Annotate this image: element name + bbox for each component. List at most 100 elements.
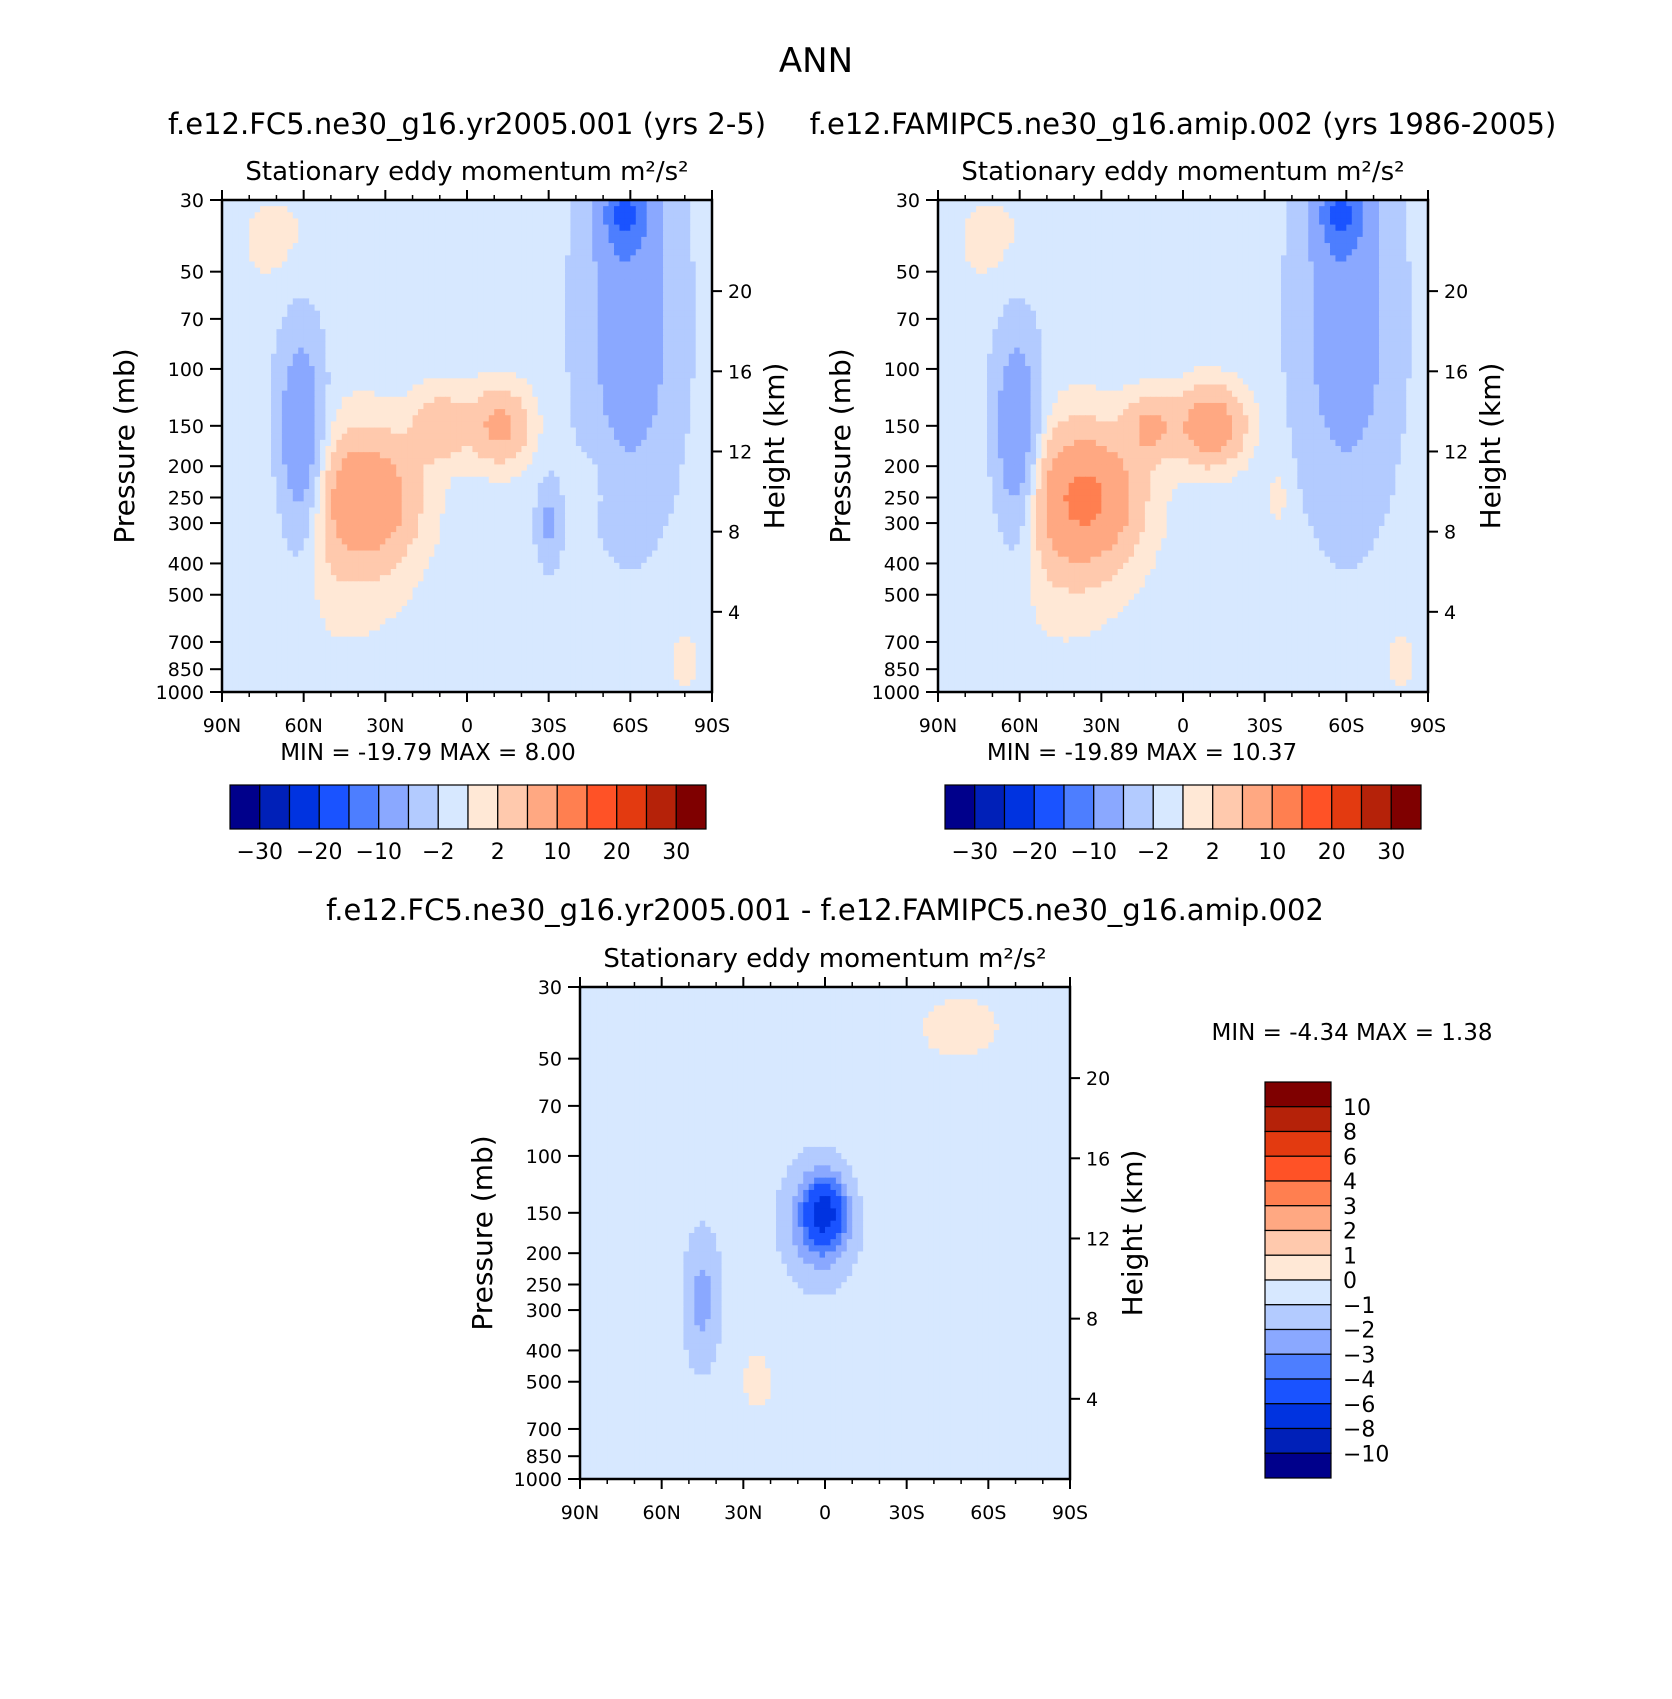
field-cell xyxy=(451,501,457,508)
field-cell xyxy=(347,520,353,527)
field-cell xyxy=(402,409,408,416)
field-cell xyxy=(249,477,255,484)
field-cell xyxy=(434,526,440,533)
field-cell xyxy=(581,237,587,244)
field-cell xyxy=(647,428,653,435)
field-cell xyxy=(478,255,484,262)
field-cell xyxy=(609,458,615,465)
field-cell xyxy=(358,532,364,539)
field-cell xyxy=(630,508,636,515)
field-cell xyxy=(434,212,440,219)
field-cell xyxy=(413,434,419,441)
field-cell xyxy=(581,409,587,416)
field-cell xyxy=(505,471,511,478)
field-cell xyxy=(249,538,255,545)
field-cell xyxy=(625,231,631,238)
field-cell xyxy=(271,280,277,287)
field-cell xyxy=(505,514,511,521)
field-cell xyxy=(532,341,538,348)
field-cell xyxy=(516,212,522,219)
field-cell xyxy=(347,532,353,539)
field-cell xyxy=(625,409,631,416)
field-cell xyxy=(619,268,625,275)
field-cell xyxy=(282,477,288,484)
field-cell xyxy=(347,471,353,478)
field-cell xyxy=(227,280,233,287)
field-cell xyxy=(587,501,593,508)
field-cell xyxy=(276,483,282,490)
field-cell xyxy=(587,385,593,392)
field-cell xyxy=(619,274,625,281)
field-cell xyxy=(249,341,255,348)
field-cell xyxy=(543,421,549,428)
field-cell xyxy=(304,397,310,404)
field-cell xyxy=(652,489,658,496)
field-cell xyxy=(260,225,266,232)
field-cell xyxy=(647,483,653,490)
field-cell xyxy=(402,249,408,256)
field-cell xyxy=(614,317,620,324)
field-cell xyxy=(309,360,315,367)
field-cell xyxy=(538,360,544,367)
field-cell xyxy=(309,311,315,318)
field-cell xyxy=(407,483,413,490)
field-cell xyxy=(570,477,576,484)
field-cell xyxy=(429,452,435,459)
field-cell xyxy=(293,231,299,238)
field-cell xyxy=(576,458,582,465)
field-cell xyxy=(521,341,527,348)
field-cell xyxy=(353,354,359,361)
field-cell xyxy=(663,532,669,539)
field-cell xyxy=(369,274,375,281)
field-cell xyxy=(598,458,604,465)
field-cell xyxy=(472,501,478,508)
field-cell xyxy=(396,526,402,533)
field-cell xyxy=(696,501,702,508)
field-cell xyxy=(641,280,647,287)
field-cell xyxy=(287,262,293,269)
field-cell xyxy=(543,255,549,262)
field-cell xyxy=(489,231,495,238)
field-cell xyxy=(396,354,402,361)
field-cell xyxy=(581,249,587,256)
field-cell xyxy=(587,225,593,232)
field-cell xyxy=(364,477,370,484)
field-cell xyxy=(391,409,397,416)
field-cell xyxy=(276,434,282,441)
field-cell xyxy=(271,458,277,465)
field-cell xyxy=(614,286,620,293)
field-cell xyxy=(549,305,555,312)
field-cell xyxy=(668,378,674,385)
field-cell xyxy=(527,428,533,435)
field-cell xyxy=(674,452,680,459)
field-cell xyxy=(570,231,576,238)
field-cell xyxy=(543,495,549,502)
field-cell xyxy=(260,471,266,478)
field-cell xyxy=(701,262,707,269)
field-cell xyxy=(543,464,549,471)
field-cell xyxy=(276,397,282,404)
field-cell xyxy=(472,440,478,447)
field-cell xyxy=(440,366,446,373)
field-cell xyxy=(304,354,310,361)
field-cell xyxy=(581,483,587,490)
field-cell xyxy=(320,323,326,330)
field-cell xyxy=(619,348,625,355)
field-cell xyxy=(260,311,266,318)
field-cell xyxy=(472,532,478,539)
field-cell xyxy=(282,471,288,478)
field-cell xyxy=(478,520,484,527)
field-cell xyxy=(576,329,582,336)
field-cell xyxy=(434,286,440,293)
field-cell xyxy=(614,348,620,355)
field-cell xyxy=(489,409,495,416)
field-cell xyxy=(554,231,560,238)
field-cell xyxy=(543,378,549,385)
field-cell xyxy=(451,477,457,484)
field-cell xyxy=(249,255,255,262)
field-cell xyxy=(494,249,500,256)
field-cell xyxy=(385,225,391,232)
field-cell xyxy=(641,378,647,385)
field-cell xyxy=(483,532,489,539)
field-cell xyxy=(418,249,424,256)
